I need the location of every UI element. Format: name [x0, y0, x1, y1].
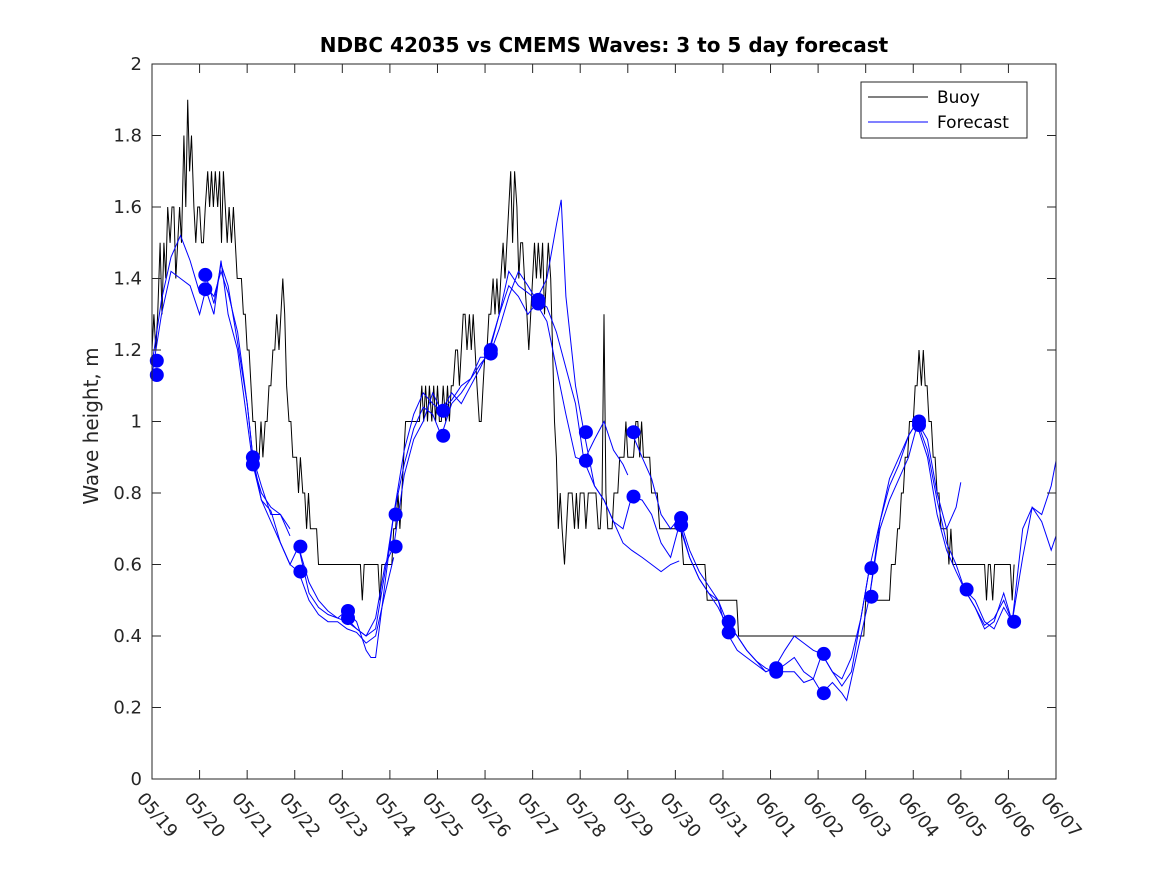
y-axis: 0 0.2 0.4 0.6 0.8 1 1.2 1.4 1.6 1.8 2: [113, 54, 1056, 790]
forecast-line-16: [869, 420, 1013, 627]
y-tick-label: 0.2: [113, 698, 142, 719]
forecast-line-2: [205, 264, 395, 644]
forecast-marker: [483, 346, 498, 361]
chart-title: NDBC 42035 vs CMEMS Waves: 3 to 5 day fo…: [320, 33, 889, 57]
forecast-series: [152, 199, 1056, 702]
forecast-marker: [436, 403, 451, 418]
forecast-marker: [293, 539, 308, 554]
y-tick-label: 1.4: [113, 269, 142, 290]
forecast-line-0: [152, 234, 291, 530]
legend-box: [860, 81, 1028, 139]
forecast-marker: [816, 686, 831, 701]
legend-label-forecast: Forecast: [937, 113, 1009, 133]
forecast-marker: [531, 296, 546, 311]
forecast-markers: [149, 267, 1022, 701]
forecast-marker: [626, 489, 641, 504]
forecast-marker: [912, 418, 926, 433]
forecast-marker: [578, 425, 593, 440]
forecast-line-5: [345, 353, 490, 637]
forecast-marker: [293, 564, 308, 579]
forecast-marker: [674, 518, 689, 533]
forecast-marker: [198, 282, 213, 297]
forecast-line-3: [252, 464, 395, 637]
forecast-marker: [198, 267, 213, 282]
forecast-marker: [864, 589, 879, 604]
y-tick-label: 1.2: [113, 340, 142, 361]
forecast-marker: [864, 561, 879, 576]
y-tick-label: 1.8: [113, 126, 142, 147]
forecast-line-6: [393, 284, 537, 547]
forecast-marker: [245, 457, 260, 472]
forecast-marker: [436, 428, 451, 443]
y-axis-label: Wave height, m: [79, 347, 103, 504]
forecast-line-4: [298, 406, 442, 658]
forecast-marker: [721, 625, 736, 640]
y-tick-label: 0.4: [113, 626, 142, 647]
forecast-marker: [578, 453, 593, 468]
forecast-line-8: [488, 270, 629, 476]
y-tick-label: 1: [131, 412, 142, 433]
forecast-marker: [959, 582, 974, 597]
forecast-marker: [816, 646, 831, 661]
forecast-line-7: [440, 199, 585, 436]
forecast-line-11: [631, 432, 775, 673]
legend-label-buoy: Buoy: [937, 88, 980, 108]
forecast-marker: [149, 368, 164, 382]
forecast-marker: [626, 425, 641, 440]
forecast-line-14: [774, 424, 918, 702]
forecast-marker: [388, 507, 403, 522]
forecast-marker: [341, 611, 355, 626]
forecast-line-15: [821, 420, 962, 680]
y-tick-label: 1.6: [113, 197, 142, 218]
y-tick-label: 0: [131, 769, 142, 790]
y-tick-label: 2: [131, 54, 142, 75]
forecast-line-13: [726, 568, 870, 687]
legend: Buoy Forecast: [860, 81, 1028, 139]
forecast-marker: [149, 353, 164, 368]
forecast-marker: [388, 539, 403, 554]
forecast-marker: [1007, 614, 1022, 629]
y-tick-label: 0.6: [113, 555, 142, 576]
forecast-marker: [769, 664, 784, 679]
forecast-marker: [721, 614, 736, 629]
y-tick-label: 0.8: [113, 483, 142, 504]
forecast-line-1: [152, 260, 291, 537]
